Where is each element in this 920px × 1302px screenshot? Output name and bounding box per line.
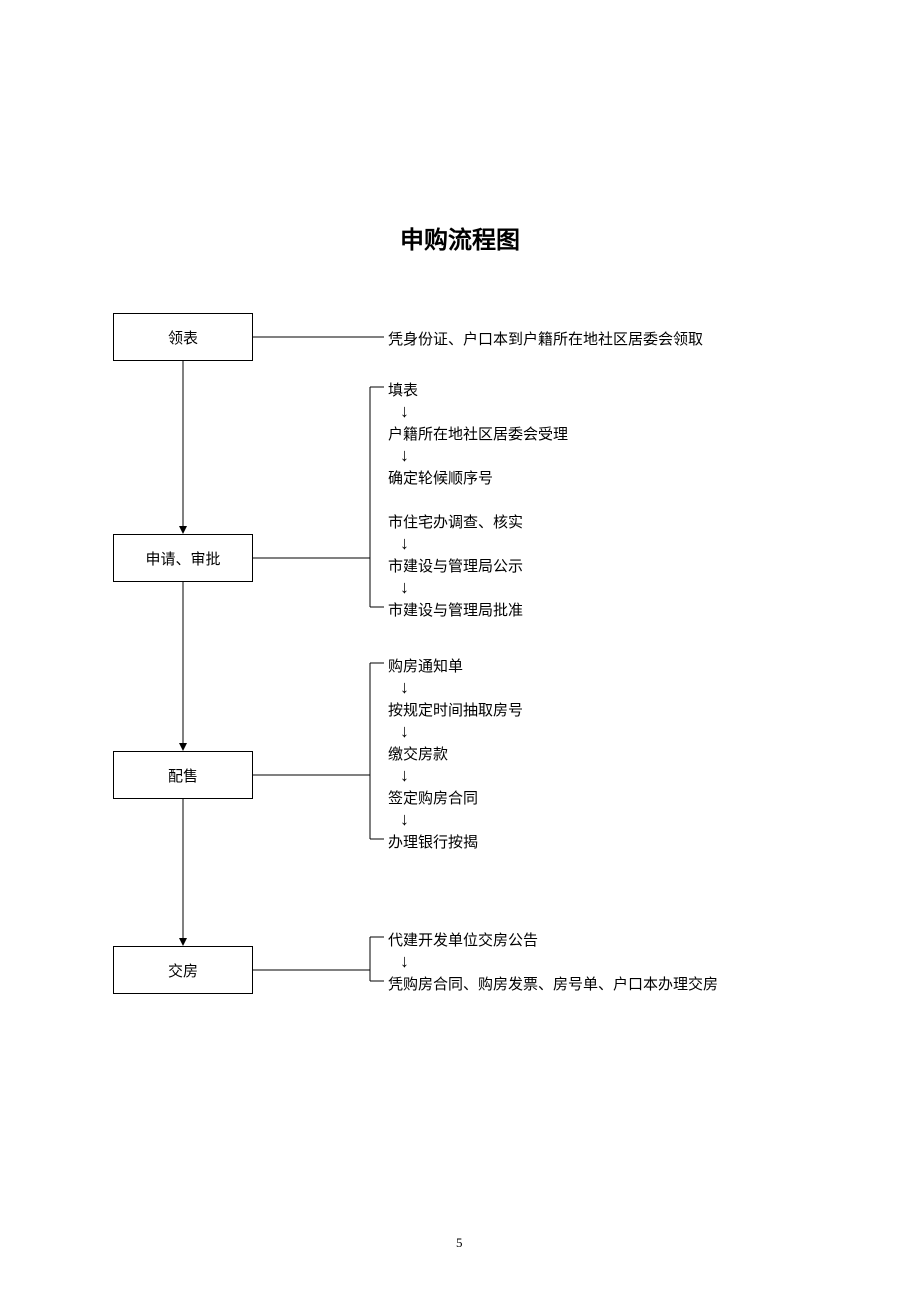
detail-d4: 确定轮候顺序号	[388, 467, 493, 488]
arrow-down-icon: ↓	[400, 446, 409, 464]
detail-d10: 缴交房款	[388, 743, 448, 764]
detail-d6: 市建设与管理局公示	[388, 555, 523, 576]
detail-d14: 凭购房合同、购房发票、房号单、户口本办理交房	[388, 973, 718, 994]
detail-d9: 按规定时间抽取房号	[388, 699, 523, 720]
flowchart-node-n3: 配售	[113, 751, 253, 799]
connector-lines	[0, 0, 920, 1302]
detail-d13: 代建开发单位交房公告	[388, 929, 538, 950]
page-title: 申购流程图	[0, 220, 920, 255]
detail-d3: 户籍所在地社区居委会受理	[388, 423, 568, 444]
arrow-down-icon: ↓	[400, 578, 409, 596]
detail-d1: 凭身份证、户口本到户籍所在地社区居委会领取	[388, 328, 703, 349]
arrow-down-icon: ↓	[400, 402, 409, 420]
arrow-down-icon: ↓	[400, 722, 409, 740]
detail-d7: 市建设与管理局批准	[388, 599, 523, 620]
detail-d12: 办理银行按揭	[388, 831, 478, 852]
arrow-down-icon: ↓	[400, 952, 409, 970]
arrow-down-icon: ↓	[400, 766, 409, 784]
flowchart-node-n4: 交房	[113, 946, 253, 994]
arrow-down-icon: ↓	[400, 678, 409, 696]
flowchart-node-n2: 申请、审批	[113, 534, 253, 582]
flowchart-node-n1: 领表	[113, 313, 253, 361]
page-number: 5	[456, 1235, 463, 1251]
detail-d11: 签定购房合同	[388, 787, 478, 808]
detail-d2: 填表	[388, 379, 418, 400]
arrow-down-icon: ↓	[400, 810, 409, 828]
detail-d8: 购房通知单	[388, 655, 463, 676]
detail-d5: 市住宅办调查、核实	[388, 511, 523, 532]
arrow-down-icon: ↓	[400, 534, 409, 552]
